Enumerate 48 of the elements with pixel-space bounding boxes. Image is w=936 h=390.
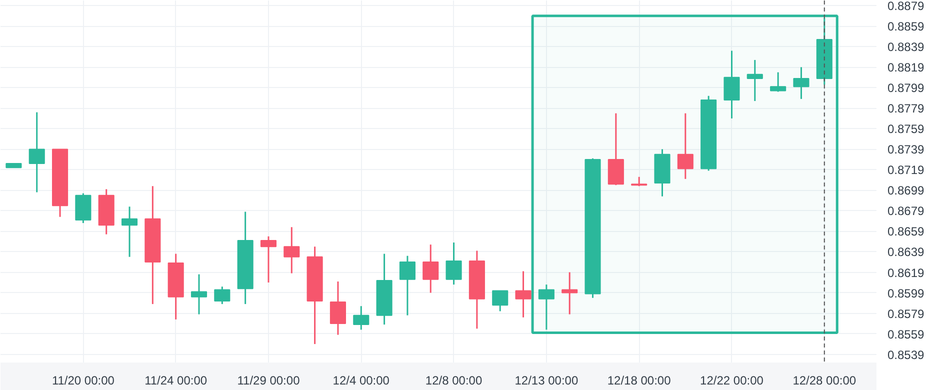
candlestick <box>746 59 763 102</box>
y-tick-label: 0.8779 <box>888 102 925 116</box>
y-tick-label: 0.8719 <box>888 163 925 178</box>
x-tick-label: 11/29 00:00 <box>237 374 300 388</box>
x-tick-label: 11/24 00:00 <box>144 374 208 388</box>
candlestick <box>399 255 416 316</box>
y-tick-label: 0.8819 <box>888 60 925 75</box>
x-tick-label: 11/20 00:00 <box>52 374 115 388</box>
candlestick <box>446 242 462 286</box>
candlestick <box>190 274 208 316</box>
y-tick-label: 0.8639 <box>888 245 925 260</box>
y-tick-label: 0.8579 <box>888 306 925 321</box>
candlestick <box>677 112 694 180</box>
candlestick <box>538 284 554 330</box>
candlestick <box>724 50 740 120</box>
y-tick-label: 0.8599 <box>888 286 925 300</box>
x-tick-label: 12/28 00:00 <box>792 374 856 388</box>
candlestick <box>515 270 532 318</box>
y-tick-label: 0.8539 <box>888 348 925 362</box>
candlestick <box>284 226 300 274</box>
y-tick-label: 0.8799 <box>888 81 925 96</box>
candlestick <box>562 272 578 316</box>
candlestick <box>631 176 648 187</box>
candlestick <box>353 305 370 330</box>
candlestick <box>260 236 277 284</box>
x-tick-label: 12/4 00:00 <box>332 374 390 388</box>
y-tick-label: 0.8759 <box>888 122 925 136</box>
y-tick-label: 0.8619 <box>888 266 925 280</box>
x-tick-label: 12/22 00:00 <box>700 374 764 388</box>
candlestick <box>492 290 508 312</box>
y-tick-label: 0.8859 <box>888 20 925 34</box>
y-tick-label: 0.8839 <box>888 40 925 54</box>
y-tick-label: 0.8659 <box>888 224 925 239</box>
y-tick-label: 0.8559 <box>888 327 925 342</box>
candlestick <box>214 286 230 305</box>
x-tick-label: 12/8 00:00 <box>425 374 482 388</box>
x-tick-label: 12/13 00:00 <box>514 374 578 388</box>
y-tick-label: 0.8879 <box>888 0 925 14</box>
candlestick <box>770 72 786 93</box>
candlestick <box>330 280 346 336</box>
y-tick-label: 0.8699 <box>888 184 925 198</box>
x-tick-label: 12/18 00:00 <box>607 374 672 388</box>
y-tick-label: 0.8739 <box>888 142 925 157</box>
y-tick-label: 0.8679 <box>888 204 925 218</box>
candlestick <box>28 112 45 194</box>
candlestick <box>793 66 810 100</box>
candlestick <box>422 244 439 294</box>
candlestick <box>121 206 138 258</box>
